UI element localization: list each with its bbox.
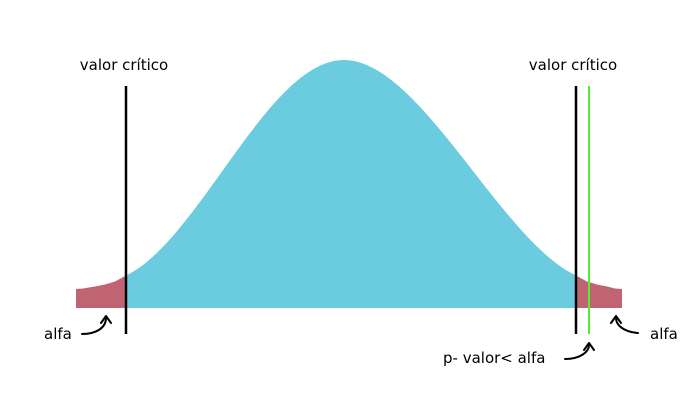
alpha-label-right: alfa bbox=[650, 325, 678, 343]
right-tail-region bbox=[576, 275, 622, 308]
alpha-label-left: alfa bbox=[44, 325, 72, 343]
arrow-icon-alpha-right bbox=[610, 315, 639, 334]
critical-value-label-left: valor crítico bbox=[80, 56, 168, 74]
critical-value-label-right: valor crítico bbox=[529, 56, 617, 74]
p-value-label: p- valor< alfa bbox=[443, 349, 545, 367]
arrow-icon-p-value bbox=[564, 342, 595, 360]
bell-curve-region bbox=[126, 60, 576, 308]
arrow-icon-alpha-left bbox=[81, 315, 112, 335]
left-tail-region bbox=[76, 275, 126, 308]
